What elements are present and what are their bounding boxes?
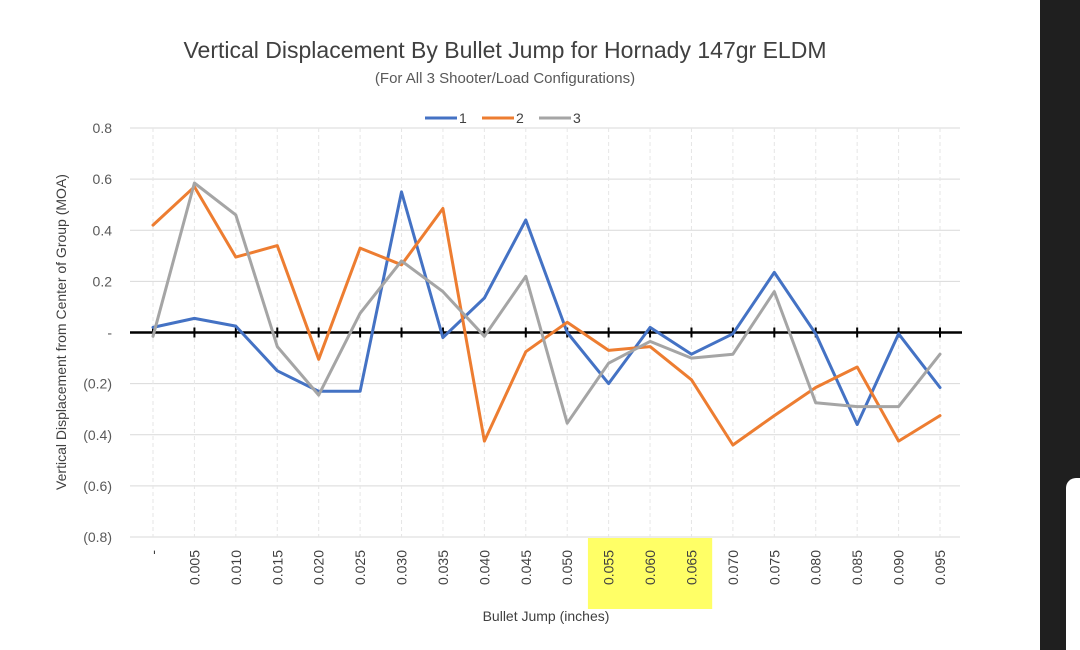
- y-axis-label: Vertical Displacement from Center of Gro…: [53, 174, 69, 490]
- x-tick-label: 0.050: [559, 550, 575, 585]
- x-tick-label: 0.065: [683, 550, 699, 585]
- highlight-box: [587, 538, 713, 609]
- y-tick-label: -: [107, 325, 112, 341]
- x-tick-label: 0.040: [476, 550, 492, 585]
- series-lines: [151, 181, 942, 447]
- x-tick-label: 0.055: [601, 550, 617, 585]
- legend-label-3: 3: [573, 110, 581, 126]
- y-tick-label: 0.4: [93, 222, 113, 238]
- x-tick-label: 0.030: [394, 550, 410, 585]
- legend: 1 2 3: [425, 110, 581, 126]
- x-tick-label: 0.080: [808, 550, 824, 585]
- chart-title: Vertical Displacement By Bullet Jump for…: [183, 37, 826, 63]
- line-chart: 0.8 0.6 0.4 0.2 - (0.2) (0.4) (0.6) (0.8) - 0.005…: [53, 37, 962, 624]
- chart-card: 0.8 0.6 0.4 0.2 - (0.2) (0.4) (0.6) (0.8) - 0.005…: [53, 37, 962, 624]
- y-tick-label: 0.6: [93, 171, 113, 187]
- x-tick-label: 0.005: [186, 550, 202, 585]
- x-tick-label: 0.020: [311, 550, 327, 585]
- y-tick-label: (0.6): [83, 478, 112, 494]
- y-tick-labels: 0.8 0.6 0.4 0.2 - (0.2) (0.4) (0.6) (0.8): [83, 120, 112, 545]
- x-tick-label: 0.075: [766, 550, 782, 585]
- legend-label-1: 1: [459, 110, 467, 126]
- x-tick-label: 0.095: [932, 550, 948, 585]
- x-tick-label: 0.090: [891, 550, 907, 585]
- y-tick-label: (0.8): [83, 529, 112, 545]
- x-tick-label: -: [145, 550, 161, 555]
- y-tick-label: 0.8: [93, 120, 113, 136]
- y-tick-label: (0.2): [83, 376, 112, 392]
- y-tick-label: 0.2: [93, 273, 113, 289]
- x-tick-labels: - 0.005 0.010 0.015 0.020 0.025 0.030 0.035 0.04…: [145, 550, 948, 585]
- x-tick-label: 0.025: [352, 550, 368, 585]
- x-tick-label: 0.070: [725, 550, 741, 585]
- x-tick-label: 0.085: [849, 550, 865, 585]
- background-edge-panel: [1066, 478, 1080, 650]
- x-tick-label: 0.035: [435, 550, 451, 585]
- legend-label-2: 2: [516, 110, 524, 126]
- series-line-2: [151, 185, 942, 447]
- background-edge: [1040, 0, 1080, 650]
- x-tick-label: 0.045: [518, 550, 534, 585]
- chart-subtitle: (For All 3 Shooter/Load Configurations): [375, 70, 635, 87]
- x-axis-label: Bullet Jump (inches): [483, 608, 610, 624]
- x-tick-label: 0.060: [642, 550, 658, 585]
- series-line-1: [151, 190, 942, 426]
- highlight-layer: [587, 538, 713, 609]
- x-tick-label: 0.010: [228, 550, 244, 585]
- y-tick-label: (0.4): [83, 427, 112, 443]
- series-line-3: [151, 181, 942, 425]
- x-tick-label: 0.015: [269, 550, 285, 585]
